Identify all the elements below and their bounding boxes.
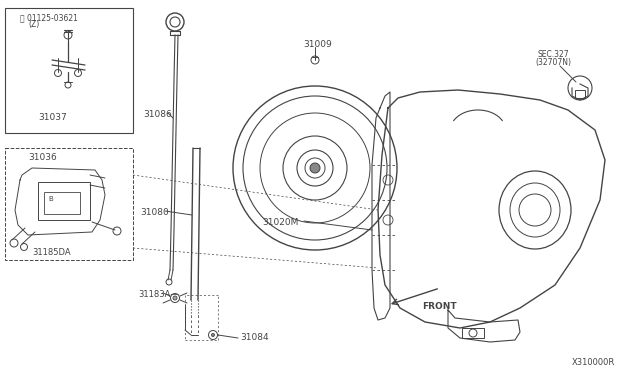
Bar (575, 90, 585, 98)
Text: 31037: 31037 (38, 113, 67, 122)
Text: 31084: 31084 (240, 333, 269, 342)
Text: 31185DA: 31185DA (32, 248, 70, 257)
Text: 31009: 31009 (303, 40, 332, 49)
Bar (462, 328, 484, 338)
Text: 31020M: 31020M (262, 218, 298, 227)
Text: B: B (48, 196, 52, 202)
Text: 31086: 31086 (143, 110, 172, 119)
Bar (5, 8, 133, 133)
Circle shape (211, 334, 214, 337)
Bar (44, 192, 80, 214)
Circle shape (173, 296, 177, 300)
Bar (5, 148, 133, 260)
Text: (32707N): (32707N) (535, 58, 571, 67)
Circle shape (310, 163, 320, 173)
Text: 31080: 31080 (140, 208, 169, 217)
Text: SEC.327: SEC.327 (537, 50, 568, 59)
Text: 31183A—: 31183A— (138, 290, 179, 299)
Text: Ⓑ 01125-03621: Ⓑ 01125-03621 (20, 13, 78, 22)
Bar (38, 182, 90, 220)
Text: (Z): (Z) (28, 20, 39, 29)
Text: FRONT: FRONT (422, 302, 456, 311)
Text: 31036: 31036 (28, 153, 57, 162)
Text: X310000R: X310000R (572, 358, 615, 367)
